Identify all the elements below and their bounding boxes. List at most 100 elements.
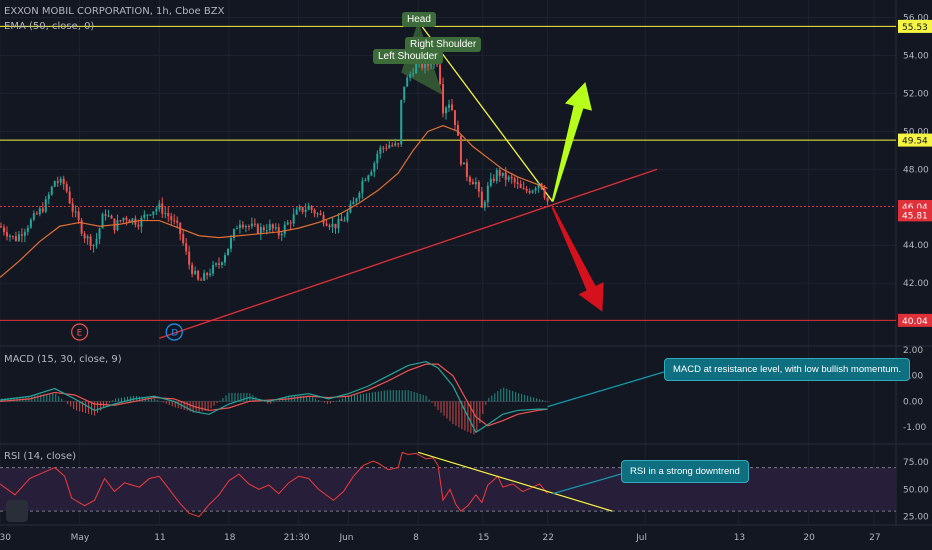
candle-body [468, 177, 471, 182]
price-label-text-1: 49.54 [902, 137, 928, 147]
candle-body [226, 248, 229, 256]
time-tick-label-8: 22 [543, 533, 554, 543]
candle-body [17, 234, 20, 241]
symbol-title: EXXON MOBIL CORPORATION, 1h, Cboe BZX [4, 6, 225, 17]
candle-body [41, 208, 44, 212]
candle-body [32, 213, 35, 220]
candle-body [256, 224, 259, 234]
candle-body [501, 172, 504, 176]
candle-body [35, 213, 38, 215]
candle-body [29, 219, 32, 228]
macd-tick-label-0: 2.00 [903, 346, 923, 356]
candle-body [373, 163, 376, 172]
candle-body [83, 233, 86, 239]
candle-body [406, 77, 409, 87]
price-tick-label-4: 48.00 [903, 165, 929, 175]
candle-body [2, 227, 5, 233]
rsi-callout: RSI in a strong downtrend [621, 460, 749, 483]
candle-body [50, 186, 53, 195]
projection-arrow-up [551, 82, 592, 202]
candle-body [513, 178, 516, 183]
macd-tick-label-2: 0.00 [903, 397, 923, 407]
candle-body [265, 230, 268, 232]
candle-body [247, 226, 250, 228]
rsi-tick-label-1: 50.00 [903, 485, 929, 495]
candle-body [62, 178, 65, 185]
time-tick-label-4: 21:30 [284, 533, 310, 543]
candle-body [298, 206, 301, 210]
time-tick-label-0: 21:30 [0, 533, 11, 543]
candle-body [328, 225, 331, 228]
candle-body [71, 203, 74, 212]
ema-line [0, 125, 548, 278]
candle-body [495, 170, 498, 182]
time-tick-label-5: Jun [338, 533, 353, 543]
candle-body [65, 184, 68, 192]
candle-body [274, 227, 277, 229]
candle-body [412, 73, 415, 75]
candle-body [361, 180, 364, 193]
candle-body [322, 214, 325, 224]
candle-body [262, 227, 265, 231]
macd-callout-pointer [547, 371, 665, 408]
candle-body [307, 206, 310, 210]
candle-body [170, 216, 173, 221]
candle-body [462, 162, 465, 165]
price-tick-label-0: 56.00 [903, 13, 929, 23]
candle-body [8, 235, 11, 237]
time-tick-label-3: 18 [224, 533, 236, 543]
candle-body [14, 236, 17, 241]
candle-body [194, 270, 197, 275]
candle-body [259, 227, 262, 234]
candle-body [5, 232, 8, 237]
candle-body [167, 212, 170, 217]
candle-body [394, 143, 397, 146]
candle-body [164, 212, 167, 214]
price-label-box-0 [898, 19, 932, 33]
candle-body [152, 211, 155, 215]
candle-body [238, 224, 241, 229]
right-shoulder-label: Right Shoulder [405, 37, 482, 52]
candle-body [74, 211, 77, 213]
candle-body [391, 145, 394, 147]
candle-body [447, 104, 450, 108]
candle-body [480, 191, 483, 208]
projection-arrow-down [551, 206, 604, 312]
candle-body [47, 194, 50, 200]
candle-body [221, 262, 224, 265]
candle-body [20, 234, 23, 236]
candle-body [537, 183, 540, 189]
candle-body [286, 222, 289, 225]
price-tick-label-2: 52.00 [903, 89, 929, 99]
candle-body [400, 99, 403, 145]
candle-body [253, 223, 256, 225]
candle-body [77, 211, 80, 221]
candle-body [137, 224, 140, 227]
head-label: Head [402, 12, 436, 27]
candle-body [212, 264, 215, 274]
candle-body [403, 86, 406, 100]
candle-body [182, 234, 185, 244]
price-tick-label-6: 42.00 [903, 279, 929, 289]
candle-body [525, 188, 528, 191]
candle-body [337, 218, 340, 229]
price-label-box-4 [898, 313, 932, 327]
candle-body [188, 251, 191, 265]
candle-body [80, 220, 83, 234]
left-shoulder-label: Left Shoulder [373, 49, 443, 64]
candle-body [445, 107, 448, 114]
candle-body [56, 181, 59, 183]
time-tick-label-10: 13 [734, 533, 745, 543]
candle-body [244, 226, 247, 228]
candle-body [289, 222, 292, 224]
time-tick-label-2: 11 [154, 533, 165, 543]
candle-body [370, 171, 373, 176]
candle-body [453, 110, 456, 126]
time-tick-label-6: 8 [413, 533, 419, 543]
price-label-box-3 [898, 208, 932, 222]
candle-body [101, 214, 104, 229]
candle-body [161, 203, 164, 214]
trend-line-1 [159, 168, 658, 339]
event-marker-text-event_e: E [77, 329, 83, 339]
